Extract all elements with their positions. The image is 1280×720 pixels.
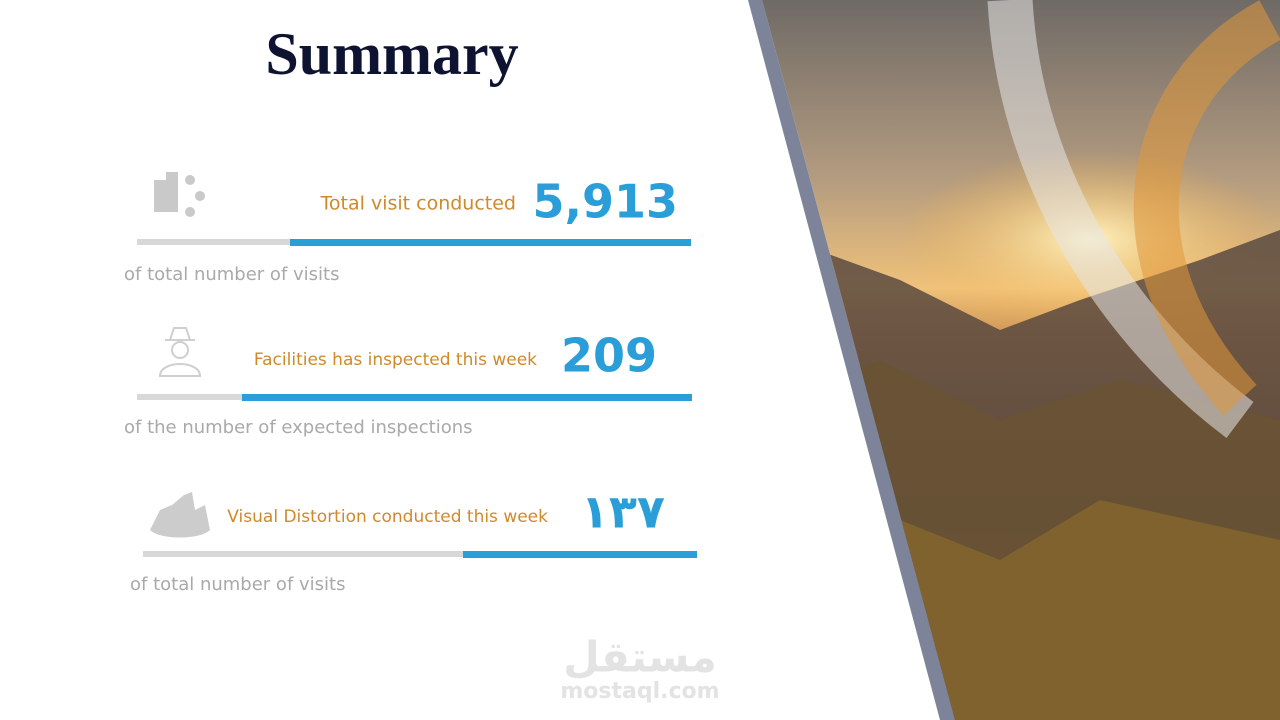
watermark-arabic: مستقل: [563, 633, 717, 682]
watermark-latin: mostaql.com: [560, 679, 719, 704]
item-label: Visual Distortion conducted this week: [227, 507, 548, 527]
item-note: of total number of visits: [130, 574, 345, 595]
item-value: 209: [561, 329, 657, 383]
item-note: of the number of expected inspections: [124, 417, 473, 438]
edge-stripe: [748, 0, 955, 720]
item-value: 5,913: [532, 175, 678, 229]
item-note: of total number of visits: [124, 264, 339, 285]
icon-city: [150, 492, 210, 538]
icon-building: [154, 172, 205, 217]
item-label: Facilities has inspected this week: [254, 350, 537, 370]
progress-bars: [137, 239, 697, 558]
title: Summary: [265, 21, 518, 87]
icon-inspector: [158, 327, 202, 377]
item-label: Total visit conducted: [320, 193, 516, 215]
item-value: ١٣٧: [581, 485, 665, 539]
photo: [762, 0, 1280, 720]
